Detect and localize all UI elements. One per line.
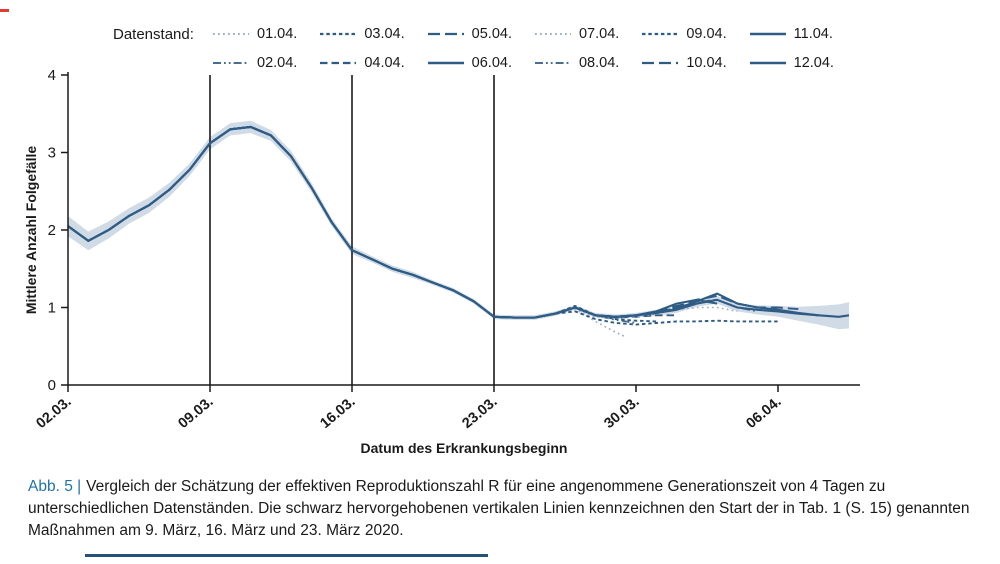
legend-items: 01.04. 02.04. 03.04. 04.04. 05.04. 06.04. 07.0… [212, 20, 834, 76]
legend-item-label: 02.04. [257, 54, 298, 71]
legend-item-label: 06.04. [471, 54, 512, 71]
series-line-1104 [67, 125, 819, 319]
legend-line-sample [427, 32, 464, 35]
x-tick-label: 09.03. [175, 394, 216, 432]
figure-caption-text: Vergleich der Schätzung der effektiven R… [28, 478, 970, 539]
y-tick-label: 0 [48, 377, 56, 394]
series-line-0904 [67, 125, 778, 326]
legend-line-sample [213, 61, 249, 64]
legend: Datenstand: 01.04. 02.04. 03.04. 04.04. 05.0… [0, 0, 1000, 78]
figure-caption-label: Abb. 5 | [28, 478, 82, 495]
legend-item: 01.04. [212, 26, 297, 42]
legend-item: 10.04. [641, 54, 727, 71]
legend-item-label: 09.04. [686, 25, 727, 42]
series-line-0504 [67, 125, 698, 319]
series-line-0304 [67, 125, 657, 323]
legend-item: 07.04. [534, 26, 619, 42]
legend-item-label: 08.04. [578, 54, 620, 71]
series-line-1204 [67, 125, 850, 319]
confidence-band [68, 120, 849, 330]
legend-item-label: 05.04. [471, 25, 512, 42]
legend-item: 04.04. [319, 54, 405, 71]
y-tick-label: 1 [48, 300, 56, 317]
x-axis-title: Datum des Erkrankungsbeginn [361, 440, 568, 456]
x-tick-label: 23.03. [459, 394, 500, 432]
legend-line-sample [320, 61, 357, 64]
legend-item: 02.04. [212, 55, 297, 71]
y-tick-label: 2 [48, 222, 56, 239]
series-line-1004 [67, 125, 799, 319]
series-line-0404 [67, 125, 677, 319]
legend-item-label: 01.04. [257, 25, 298, 42]
legend-item-label: 04.04. [364, 54, 405, 71]
legend-line-sample [534, 32, 571, 35]
series-line-0104 [67, 126, 627, 338]
footer-rule [85, 554, 488, 557]
legend-item-label: 11.04. [793, 25, 833, 42]
series-line-0604 [67, 125, 718, 319]
legend-line-sample [749, 32, 786, 35]
legend-line-sample [320, 32, 357, 35]
legend-item: 08.04. [534, 55, 619, 71]
legend-item: 12.04. [749, 55, 834, 71]
legend-item: 09.04. [641, 25, 727, 42]
legend-item-label: 12.04. [793, 54, 834, 71]
y-tick-label: 4 [48, 67, 56, 84]
x-tick-label: 16.03. [317, 394, 358, 432]
legend-item: 11.04. [749, 26, 834, 42]
legend-item: 05.04. [427, 26, 512, 42]
legend-line-sample [642, 32, 679, 35]
y-axis-title: Mittlere Anzahl Folgefälle [23, 146, 39, 314]
chart-svg: 0 1 2 3 4 02.03. 09.03. 16.03. 23.03. 30.03. 06.04… [23, 67, 860, 456]
x-tick-label: 30.03. [601, 394, 642, 432]
legend-item: 06.04. [427, 55, 512, 71]
series-line-0704 [67, 126, 738, 320]
series-line-0804 [67, 126, 758, 319]
legend-line-sample [534, 61, 571, 64]
x-tick-label: 02.03. [33, 394, 74, 432]
legend-item-label: 07.04. [578, 25, 620, 42]
legend-item: 03.04. [319, 25, 405, 42]
legend-line-sample [642, 61, 679, 64]
y-tick-label: 3 [48, 145, 56, 162]
figure-caption: Abb. 5 | Vergleich der Schätzung der effe… [28, 476, 978, 542]
legend-line-sample [213, 32, 249, 35]
legend-line-sample [427, 61, 464, 64]
legend-item-label: 03.04. [364, 25, 405, 42]
x-tick-label: 06.04. [743, 394, 784, 432]
legend-line-sample [749, 61, 786, 64]
red-crop-mark [0, 9, 9, 12]
legend-title: Datenstand: [113, 26, 194, 43]
legend-item-label: 10.04. [686, 54, 727, 71]
